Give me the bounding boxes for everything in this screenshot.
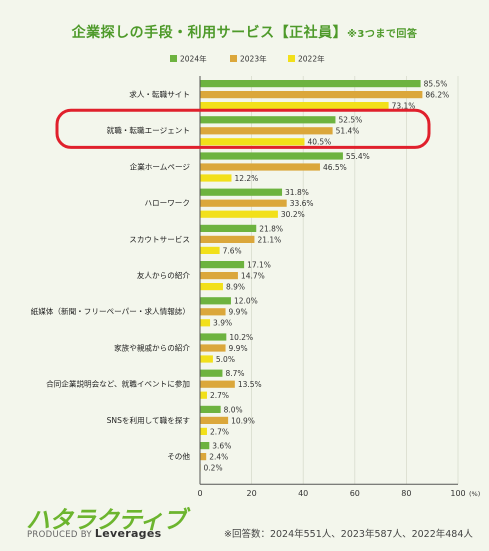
data-label: 9.9% bbox=[229, 344, 248, 353]
data-label: 17.1% bbox=[247, 261, 271, 270]
bar bbox=[200, 319, 211, 327]
bar bbox=[200, 127, 333, 135]
chart-title-note: ※3つまで回答 bbox=[347, 29, 418, 40]
x-tick-label: 40 bbox=[298, 489, 308, 498]
data-label: 8.0% bbox=[224, 405, 243, 414]
x-tick-label: 20 bbox=[247, 489, 257, 498]
bar bbox=[200, 138, 305, 146]
data-label: 46.5% bbox=[323, 163, 347, 172]
data-label: 21.1% bbox=[257, 235, 281, 244]
category-label: 友人からの紹介 bbox=[137, 270, 191, 280]
category-label: スカウトサービス bbox=[129, 235, 190, 244]
bar bbox=[200, 344, 226, 352]
category-label: 求人・転職サイト bbox=[129, 89, 190, 99]
bar bbox=[200, 91, 423, 99]
bar bbox=[200, 224, 257, 232]
legend-swatch bbox=[288, 55, 295, 62]
bar bbox=[200, 283, 223, 291]
data-label: 73.1% bbox=[392, 102, 416, 111]
data-label: 3.6% bbox=[212, 442, 231, 451]
bar bbox=[200, 261, 245, 269]
bar bbox=[200, 453, 207, 461]
category-label: その他 bbox=[167, 451, 190, 461]
bar bbox=[200, 308, 226, 316]
data-label: 5.0% bbox=[216, 355, 235, 364]
legend-label: 2022年 bbox=[298, 54, 325, 64]
x-tick-label: 80 bbox=[401, 489, 411, 498]
bar bbox=[200, 102, 389, 110]
data-label: 85.5% bbox=[424, 80, 448, 89]
bar bbox=[200, 188, 283, 196]
data-label: 86.2% bbox=[425, 91, 449, 100]
bar bbox=[200, 152, 343, 160]
highlight-box bbox=[55, 108, 431, 149]
category-label: 家族や親戚からの紹介 bbox=[114, 342, 190, 352]
bar bbox=[200, 427, 207, 435]
data-label: 2.7% bbox=[210, 391, 229, 400]
legend-swatch bbox=[170, 55, 177, 62]
data-label: 55.4% bbox=[346, 152, 370, 161]
data-label: 7.6% bbox=[223, 246, 242, 255]
data-label: 14.7% bbox=[241, 272, 265, 281]
x-axis-unit: (%) bbox=[469, 490, 480, 498]
bar bbox=[200, 416, 229, 424]
legend-swatch bbox=[230, 55, 237, 62]
data-label: 33.6% bbox=[290, 199, 314, 208]
bar bbox=[200, 391, 207, 399]
brand-logo: ハタラクティブ bbox=[26, 506, 187, 534]
data-label: 12.0% bbox=[234, 297, 258, 306]
data-label: 8.9% bbox=[226, 283, 245, 292]
bar bbox=[200, 116, 336, 124]
data-label: 3.9% bbox=[213, 319, 232, 328]
bar bbox=[200, 199, 287, 207]
data-label: 2.4% bbox=[209, 453, 228, 462]
data-label: 8.7% bbox=[225, 369, 244, 378]
category-label: 合同企業説明会など、就職イベントに参加 bbox=[46, 379, 190, 389]
chart-title: 企業探しの手段・利用サービス【正社員】※3つまで回答 bbox=[0, 22, 489, 42]
bar bbox=[200, 333, 227, 341]
category-label: ハローワーク bbox=[144, 199, 190, 208]
data-label: 31.8% bbox=[285, 188, 309, 197]
data-label: 52.5% bbox=[338, 116, 362, 125]
bar bbox=[200, 380, 235, 388]
data-label: 10.9% bbox=[231, 416, 255, 425]
bar bbox=[200, 272, 238, 280]
x-tick-label: 60 bbox=[350, 489, 360, 498]
data-label: 2.7% bbox=[210, 427, 229, 436]
respondents-note: ※回答数：2024年551人、2023年587人、2022年484人 bbox=[224, 529, 473, 540]
legend-label: 2024年 bbox=[180, 54, 207, 64]
produced-by: PRODUCED BY Leverages bbox=[27, 527, 161, 540]
data-label: 0.2% bbox=[204, 464, 223, 473]
category-label: 紙媒体（新聞・フリーペーパー・求人情報誌） bbox=[31, 306, 190, 316]
legend-label: 2023年 bbox=[240, 54, 267, 64]
data-label: 30.2% bbox=[281, 210, 305, 219]
x-tick-label: 100 bbox=[450, 489, 465, 498]
bar bbox=[200, 210, 278, 218]
data-label: 21.8% bbox=[259, 224, 283, 233]
x-tick-label: 0 bbox=[197, 489, 202, 498]
data-label: 13.5% bbox=[238, 380, 262, 389]
bar bbox=[200, 80, 421, 88]
category-label: 就職・転職エージェント bbox=[107, 125, 190, 135]
data-label: 10.2% bbox=[229, 333, 253, 342]
bar bbox=[200, 442, 210, 450]
bar bbox=[200, 246, 220, 254]
bar bbox=[200, 163, 320, 171]
bar bbox=[200, 235, 255, 243]
data-label: 51.4% bbox=[336, 127, 360, 136]
produced-by-brand: Leverages bbox=[94, 527, 162, 540]
bar bbox=[200, 174, 232, 182]
bar bbox=[200, 405, 221, 413]
bar bbox=[200, 369, 223, 377]
category-label: SNSを利用して職を探す bbox=[107, 415, 191, 425]
bar bbox=[200, 297, 231, 305]
bar bbox=[200, 355, 213, 363]
chart-title-main: 企業探しの手段・利用サービス【正社員】 bbox=[71, 25, 348, 41]
category-label: 企業ホームページ bbox=[130, 161, 191, 171]
data-label: 12.2% bbox=[234, 174, 258, 183]
data-label: 9.9% bbox=[229, 308, 248, 317]
produced-by-prefix: PRODUCED BY bbox=[27, 530, 92, 540]
data-label: 40.5% bbox=[307, 138, 331, 147]
